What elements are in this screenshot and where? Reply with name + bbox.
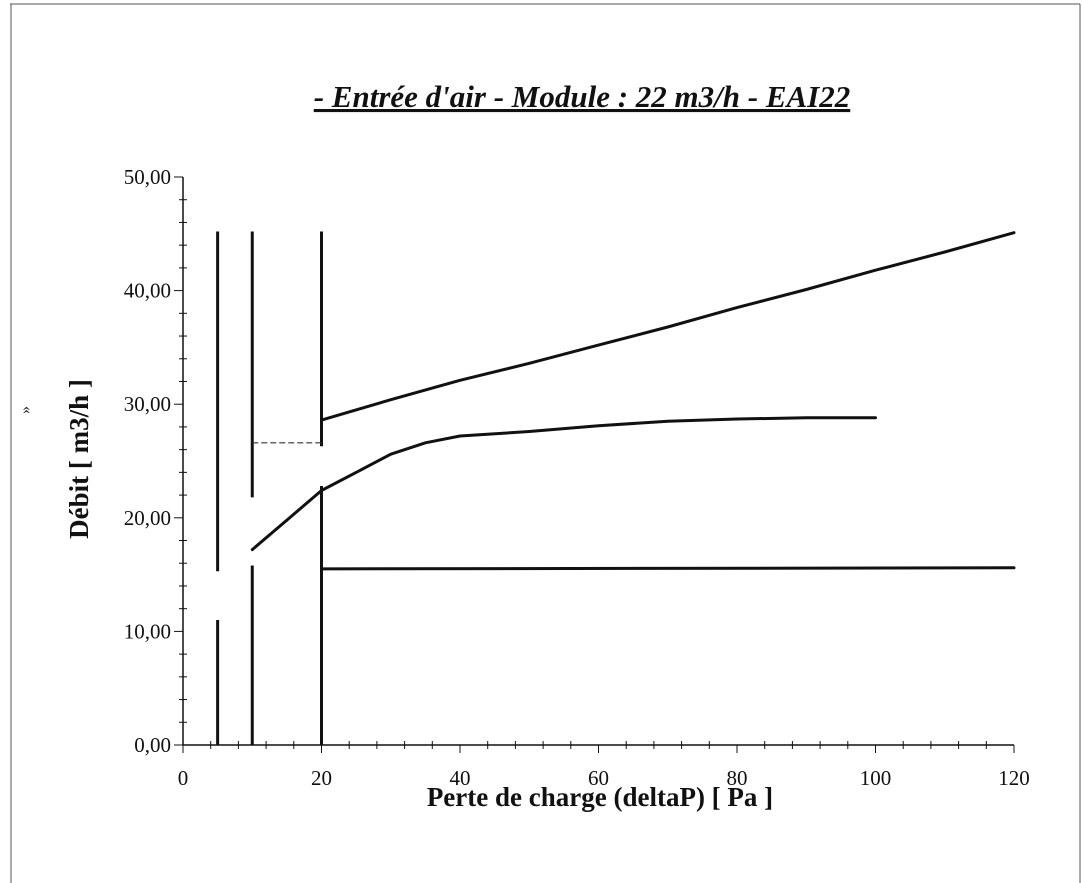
x-tick-label: 100 bbox=[860, 766, 892, 790]
y-tick-label: 50,00 bbox=[124, 165, 171, 189]
y-tick-label: 10,00 bbox=[124, 619, 171, 643]
y-tick-label: 0,00 bbox=[134, 733, 171, 757]
chart-title: - Entrée d'air - Module : 22 m3/h - EAI2… bbox=[314, 79, 851, 114]
y-tick-label: 40,00 bbox=[124, 279, 171, 303]
x-axis-label: Perte de charge (deltaP) [ Pa ] bbox=[427, 782, 773, 812]
series-line-1 bbox=[320, 231, 1016, 422]
series-line-3 bbox=[320, 566, 1016, 571]
y-axis-label: Débit [ m3/h ] bbox=[64, 379, 94, 539]
series-line-2 bbox=[250, 416, 877, 552]
x-tick-label: 80 bbox=[727, 766, 748, 790]
y-tick-label: 30,00 bbox=[124, 392, 171, 416]
x-tick-label: 60 bbox=[588, 766, 609, 790]
x-tick-label: 0 bbox=[178, 766, 189, 790]
x-tick-label: 40 bbox=[450, 766, 471, 790]
x-tick-label: 20 bbox=[311, 766, 332, 790]
marks bbox=[216, 231, 1016, 745]
tick-labels: 0,00 10,00 20,00 30,00 40,00 50,00 0 20 40 60 80 10… bbox=[124, 165, 1030, 790]
axes bbox=[182, 177, 1014, 746]
side-annotation: » bbox=[17, 406, 34, 414]
x-tick-label: 120 bbox=[998, 766, 1030, 790]
y-tick-label: 20,00 bbox=[124, 506, 171, 530]
ticks bbox=[174, 176, 1015, 753]
